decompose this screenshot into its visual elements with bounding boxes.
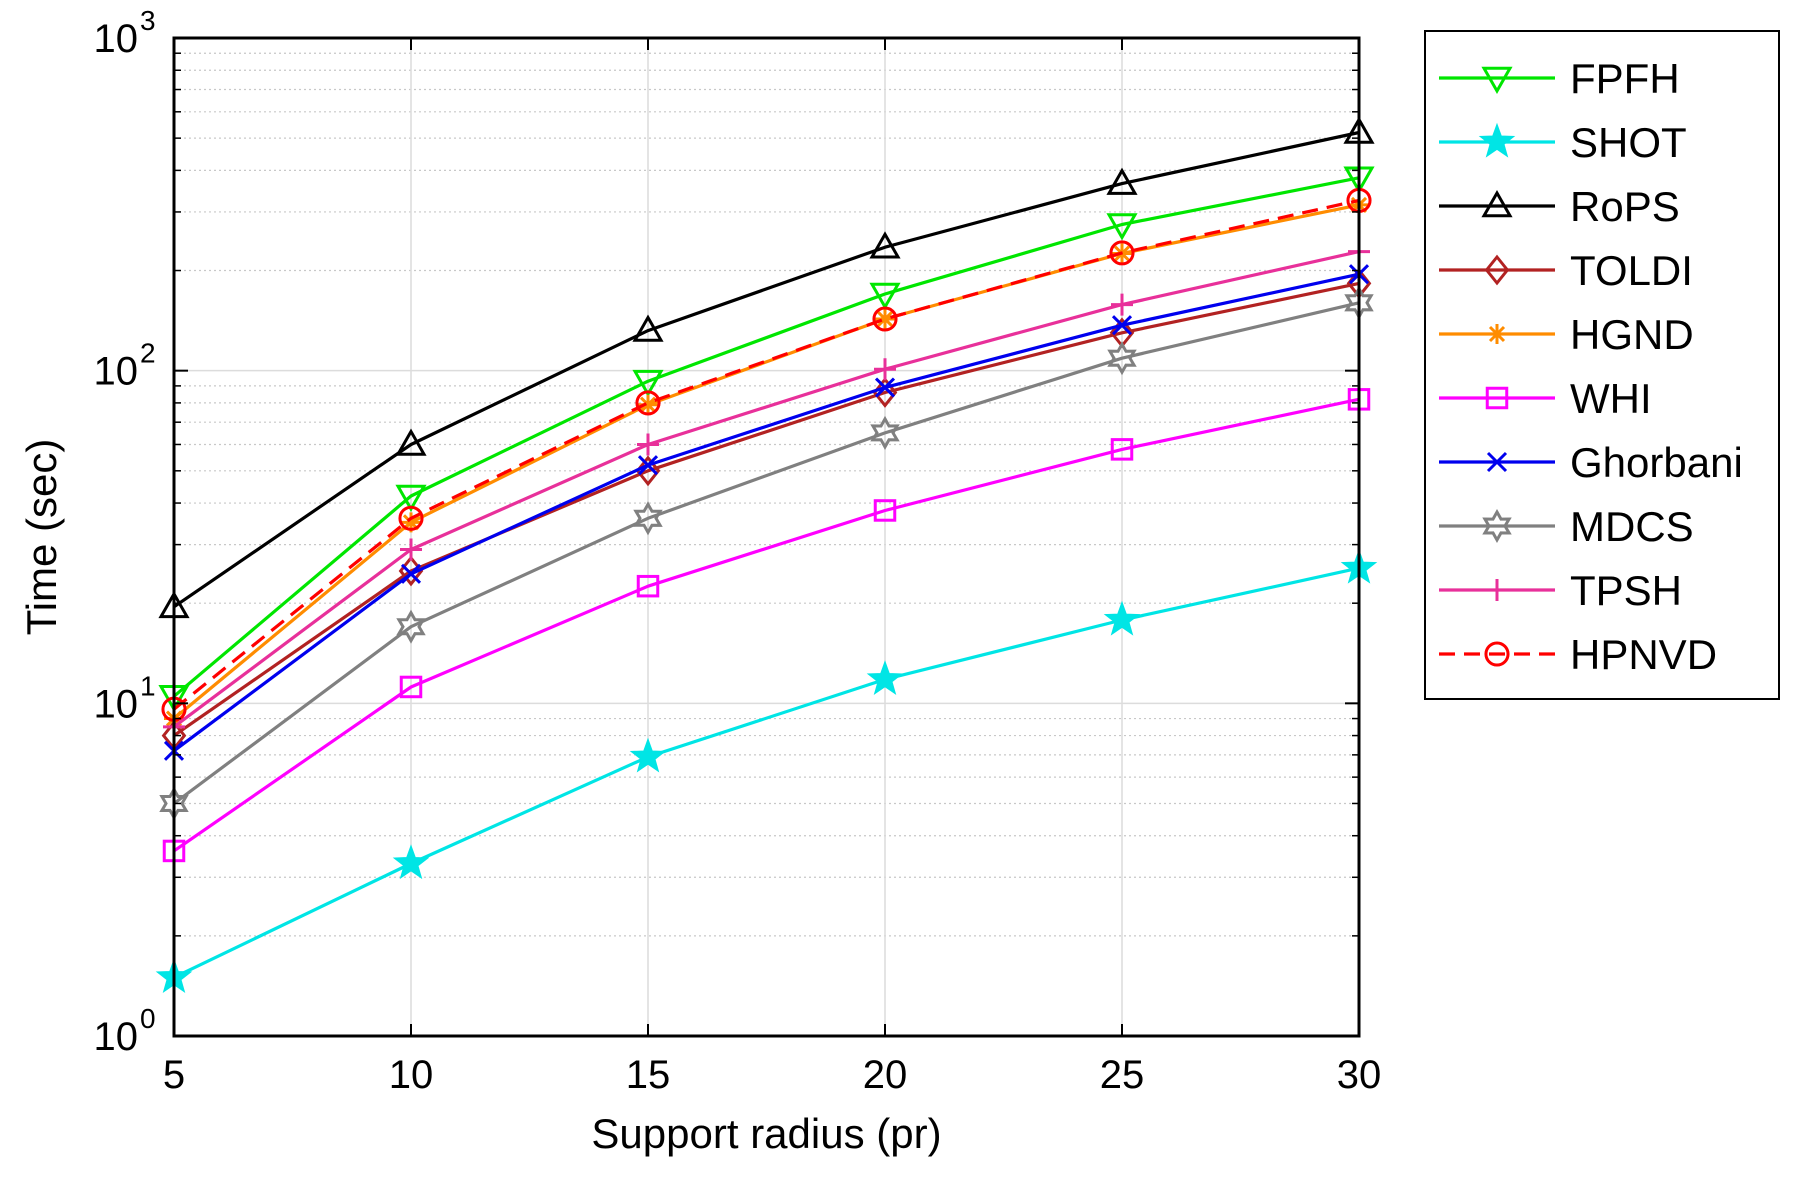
y-tick-label: 10 xyxy=(94,17,139,61)
legend-label: HGND xyxy=(1570,311,1694,358)
legend-item: TOLDI xyxy=(1439,247,1693,294)
legend-label: MDCS xyxy=(1570,503,1694,550)
series-line xyxy=(173,566,1360,979)
data-point xyxy=(869,282,901,311)
data-point xyxy=(398,505,424,531)
series-layer xyxy=(155,116,1378,993)
data-point xyxy=(395,428,427,456)
x-tick-label: 5 xyxy=(163,1053,185,1097)
legend-marker xyxy=(1486,451,1508,473)
legend-label: FPFH xyxy=(1570,55,1680,102)
y-tick-label: 10 xyxy=(94,350,139,394)
legend-label: TPSH xyxy=(1570,567,1682,614)
data-point xyxy=(866,660,904,695)
series-line xyxy=(173,272,1360,753)
x-tick-label: 30 xyxy=(1337,1053,1382,1097)
data-point xyxy=(395,484,427,513)
data-point xyxy=(637,455,659,476)
legend-label: SHOT xyxy=(1570,119,1687,166)
series-fpfh xyxy=(158,166,1375,713)
series-line xyxy=(172,176,1360,698)
legend-item: HGND xyxy=(1439,311,1694,358)
data-point xyxy=(635,390,661,416)
y-tick-exponent: 0 xyxy=(140,1003,156,1034)
data-point xyxy=(396,609,426,644)
data-point xyxy=(399,675,423,699)
data-point xyxy=(869,231,901,259)
data-point xyxy=(1107,341,1137,376)
data-point xyxy=(400,563,422,584)
legend-item: HPNVD xyxy=(1439,631,1717,678)
series-line xyxy=(173,130,1360,609)
data-point xyxy=(633,501,663,536)
y-tick-exponent: 2 xyxy=(140,338,156,369)
legend-marker xyxy=(1481,66,1513,95)
data-point xyxy=(638,394,658,415)
legend-marker xyxy=(1482,508,1512,544)
data-point xyxy=(400,538,422,561)
legend-marker xyxy=(1478,122,1516,158)
data-point xyxy=(392,844,430,880)
y-tick-exponent: 3 xyxy=(140,5,156,36)
legend-marker xyxy=(1484,254,1510,286)
legend-label: Ghorbani xyxy=(1570,439,1743,486)
data-point xyxy=(875,308,895,329)
data-point xyxy=(632,314,664,342)
legend-item: WHI xyxy=(1439,375,1652,422)
legend-label: WHI xyxy=(1570,375,1652,422)
data-point xyxy=(632,369,664,398)
legend-item: MDCS xyxy=(1439,503,1694,550)
axes-box xyxy=(172,36,1361,1038)
legend-label: RoPS xyxy=(1570,183,1680,230)
data-point xyxy=(629,737,667,773)
legend-marker xyxy=(1487,324,1507,344)
legend-marker xyxy=(1484,641,1510,667)
x-tick-label: 25 xyxy=(1100,1053,1145,1097)
legend-marker xyxy=(1481,189,1513,218)
y-tick-label: 10 xyxy=(94,682,139,726)
data-point xyxy=(1103,600,1141,636)
series-mdcs xyxy=(159,285,1374,821)
y-tick-label: 10 xyxy=(94,1015,139,1059)
legend-label: HPNVD xyxy=(1570,631,1717,678)
legend-item: FPFH xyxy=(1439,55,1680,102)
series-line xyxy=(173,301,1360,805)
data-point xyxy=(873,499,897,522)
y-tick-exponent: 1 xyxy=(140,670,156,701)
data-point xyxy=(637,433,659,456)
data-point xyxy=(635,455,661,487)
series-line xyxy=(173,281,1360,737)
legend-marker xyxy=(1486,579,1508,601)
series-line xyxy=(173,397,1360,853)
data-point xyxy=(401,512,421,533)
legend-label: TOLDI xyxy=(1570,247,1693,294)
x-tick-label: 10 xyxy=(389,1053,434,1097)
x-tick-label: 20 xyxy=(863,1053,908,1097)
data-point xyxy=(870,415,900,450)
legend-marker xyxy=(1485,386,1509,410)
legend-item: Ghorbani xyxy=(1439,439,1743,486)
y-axis-label: Time (sec) xyxy=(18,439,65,636)
data-point xyxy=(1106,213,1138,241)
data-point xyxy=(1106,167,1138,195)
data-point xyxy=(874,377,896,398)
legend-item: RoPS xyxy=(1439,183,1680,230)
data-point xyxy=(1111,293,1133,316)
data-point xyxy=(874,358,896,381)
data-point xyxy=(872,306,898,332)
legend: FPFH SHOT RoPS TOLDI HGND WHI Ghorbani MDCS TPSH… xyxy=(1424,30,1780,700)
data-point xyxy=(1111,315,1133,336)
data-point xyxy=(1110,438,1134,461)
legend-item: SHOT xyxy=(1439,119,1687,166)
data-point xyxy=(1109,240,1135,266)
series-line xyxy=(172,198,1360,711)
x-tick-label: 15 xyxy=(626,1053,671,1097)
x-axis-label: Support radius (pr) xyxy=(591,1110,941,1157)
data-point xyxy=(636,574,660,598)
series-line xyxy=(173,250,1360,729)
legend-item: TPSH xyxy=(1439,567,1682,614)
